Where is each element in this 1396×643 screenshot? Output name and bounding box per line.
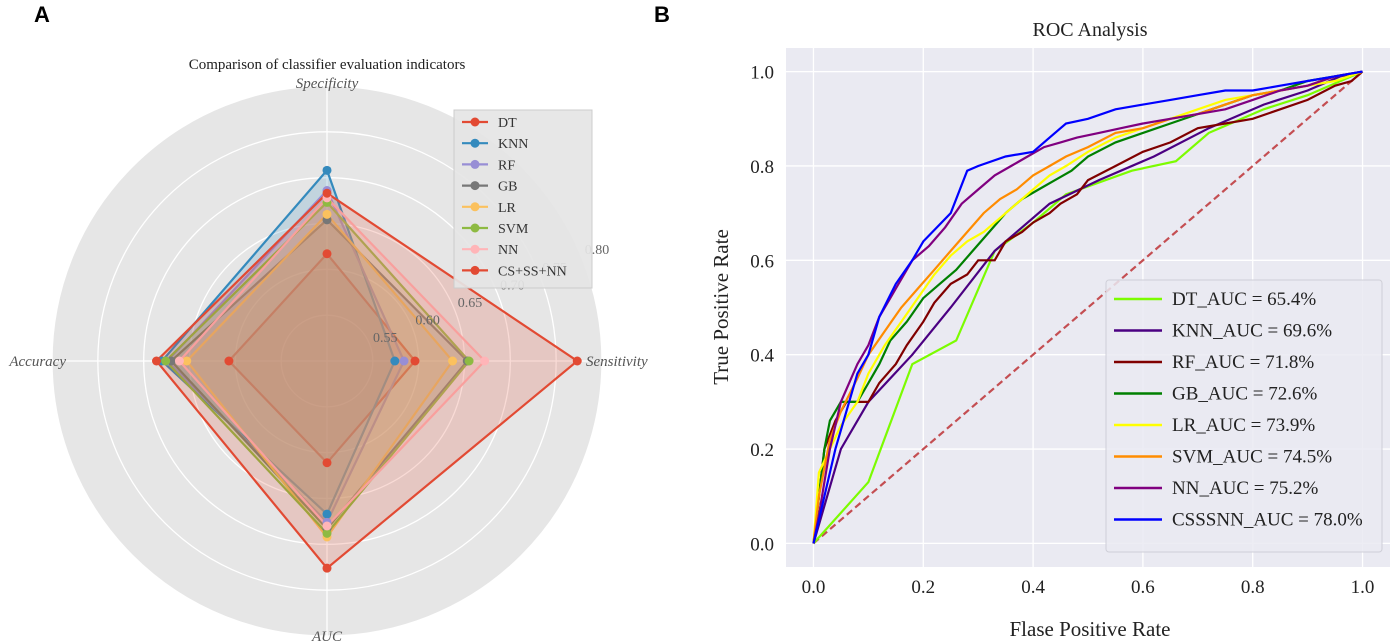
roc-legend: DT_AUC = 65.4% KNN_AUC = 69.6% RF_AUC = 71… [1105, 279, 1383, 553]
radar-point-cs-ss-nn-accuracy [152, 356, 161, 366]
roc-title: ROC Analysis [1032, 19, 1147, 41]
roc-line-knn [812, 70, 1363, 544]
roc-legend-label-dt: DT_AUC = 65.4% [1172, 289, 1316, 310]
roc-legend-label-csssnn: CSSSNN_AUC = 78.0% [1172, 510, 1363, 531]
radar-legend-label-rf: RF [498, 158, 515, 173]
radar-legend-marker-lr [470, 202, 480, 212]
panel-b-letter: B [654, 2, 670, 27]
radar-tick-label-2: 0.65 [458, 296, 483, 311]
roc-ytick-4: 0.8 [750, 157, 774, 178]
radar-chart: Comparison of classifier evaluation indi… [8, 57, 648, 643]
radar-legend-label-dt: DT [498, 116, 517, 131]
radar-series-group [152, 165, 582, 573]
roc-line-lr [812, 70, 1363, 544]
radar-legend-marker-dt [470, 117, 480, 127]
radar-point-lr-specificity [322, 209, 332, 219]
radar-point-knn-sensitivity [390, 356, 400, 366]
roc-legend-label-lr: LR_AUC = 73.9% [1172, 415, 1315, 436]
roc-tick-labels: 0.0 0.2 0.4 0.6 0.8 1.0 0.0 0.2 0.4 0.6 0.8 1.0 [750, 63, 1374, 598]
radar-point-cs-ss-nn-sensitivity [572, 356, 582, 366]
roc-xtick-0: 0.0 [802, 577, 826, 598]
radar-tick-label-0: 0.55 [373, 331, 398, 346]
roc-xtick-4: 0.8 [1241, 577, 1265, 598]
radar-point-cs-ss-nn-specificity [322, 188, 332, 198]
radar-point-dt-auc [322, 458, 332, 468]
radar-tick-label-1: 0.60 [415, 313, 440, 328]
axis-label-auc: AUC [311, 629, 343, 643]
roc-legend-label-gb: GB_AUC = 72.6% [1172, 384, 1317, 405]
radar-point-nn-sensitivity [480, 356, 490, 366]
radar-point-knn-specificity [322, 165, 332, 175]
radar-point-dt-accuracy [224, 356, 234, 366]
roc-ytick-5: 1.0 [750, 63, 774, 84]
radar-point-knn-auc [322, 509, 332, 519]
roc-line-nn [812, 70, 1363, 544]
radar-legend-marker-gb [470, 181, 480, 191]
radar-legend-label-cs-ss-nn: CS+SS+NN [498, 264, 567, 279]
roc-xlabel: Flase Positive Rate [1010, 617, 1171, 641]
radar-point-dt-specificity [322, 249, 332, 259]
roc-line-dt [812, 70, 1363, 545]
roc-legend-label-nn: NN_AUC = 75.2% [1172, 478, 1319, 499]
axis-label-sensitivity: Sensitivity [586, 354, 648, 370]
radar-legend-marker-cs-ss-nn [470, 265, 480, 275]
roc-ytick-3: 0.6 [750, 251, 774, 272]
roc-ytick-2: 0.4 [750, 346, 774, 367]
roc-ytick-0: 0.0 [750, 534, 774, 555]
radar-legend: DT KNN RF GB LR SVM NN CS+SS+NN [453, 109, 593, 289]
roc-line-csssnn [812, 70, 1363, 544]
radar-legend-label-gb: GB [498, 180, 517, 195]
roc-xtick-3: 0.6 [1131, 577, 1155, 598]
panel-a-letter: A [34, 2, 50, 27]
roc-legend-label-svm: SVM_AUC = 74.5% [1172, 447, 1332, 468]
roc-legend-box [1105, 279, 1383, 553]
radar-point-dt-sensitivity [410, 356, 420, 366]
radar-legend-marker-knn [470, 138, 480, 148]
roc-ytick-1: 0.2 [750, 440, 774, 461]
roc-legend-label-knn: KNN_AUC = 69.6% [1172, 321, 1332, 342]
radar-legend-marker-svm [470, 223, 480, 233]
roc-xtick-5: 1.0 [1351, 577, 1375, 598]
radar-point-nn-accuracy [174, 356, 184, 366]
roc-ylabel: True Positive Rate [709, 229, 733, 385]
radar-point-svm-sensitivity [464, 356, 474, 366]
roc-xtick-2: 0.4 [1021, 577, 1045, 598]
radar-legend-marker-rf [470, 159, 480, 169]
axis-label-accuracy: Accuracy [8, 354, 66, 370]
roc-lines [812, 70, 1364, 545]
axis-label-specificity: Specificity [296, 76, 359, 92]
radar-point-nn-auc [322, 521, 332, 531]
radar-point-lr-sensitivity [448, 356, 458, 366]
radar-point-rf-sensitivity [399, 356, 409, 366]
radar-legend-marker-nn [470, 244, 480, 254]
radar-legend-label-svm: SVM [498, 222, 529, 237]
roc-chart: ROC Analysis 0.0 0.2 0.4 0.6 0.8 1.0 0.0 0.2 0.4… [709, 19, 1390, 641]
radar-legend-label-lr: LR [498, 201, 517, 216]
radar-legend-label-knn: KNN [498, 137, 528, 152]
radar-point-cs-ss-nn-auc [322, 563, 332, 573]
radar-title: Comparison of classifier evaluation indi… [189, 57, 466, 73]
radar-point-lr-accuracy [182, 356, 192, 366]
roc-line-rf [812, 70, 1364, 544]
radar-legend-label-nn: NN [498, 243, 518, 258]
radar-point-svm-auc [322, 528, 332, 538]
roc-legend-label-rf: RF_AUC = 71.8% [1172, 352, 1314, 373]
radar-point-svm-accuracy [161, 356, 171, 366]
roc-xtick-1: 0.2 [911, 577, 935, 598]
